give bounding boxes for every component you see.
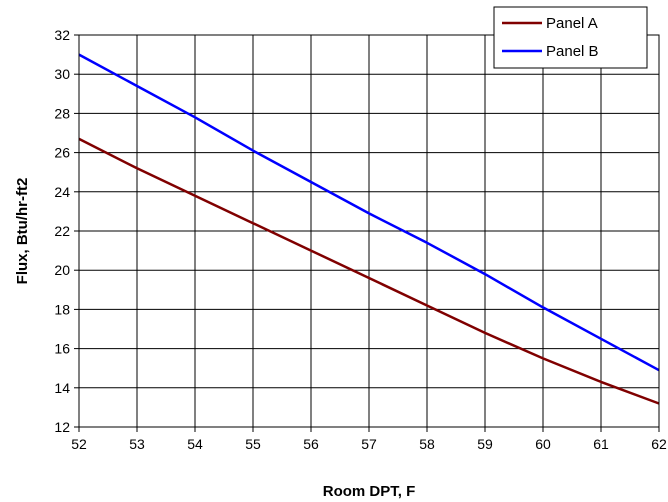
y-tick-label: 22 <box>54 223 70 239</box>
y-tick-label: 18 <box>54 301 70 317</box>
x-tick-label: 61 <box>593 436 609 452</box>
y-tick-label: 30 <box>54 66 70 82</box>
x-tick-label: 58 <box>419 436 435 452</box>
y-tick-label: 16 <box>54 341 70 357</box>
y-tick-label: 32 <box>54 27 70 43</box>
y-tick-label: 12 <box>54 419 70 435</box>
x-tick-label: 60 <box>535 436 551 452</box>
series-lines <box>78 53 660 405</box>
x-tick-label: 57 <box>361 436 377 452</box>
series-line-panel-b <box>78 53 660 372</box>
y-tick-label: 24 <box>54 184 70 200</box>
x-tick-label: 59 <box>477 436 493 452</box>
x-tick-label: 55 <box>245 436 261 452</box>
legend-label-panel-a: Panel A <box>546 15 598 32</box>
legend-box <box>493 6 648 69</box>
plot-border <box>78 34 660 428</box>
x-tick-label: 62 <box>651 436 667 452</box>
x-tick-label: 52 <box>71 436 87 452</box>
y-tick-labels: 12 14 16 18 20 22 24 26 28 30 32 <box>54 27 70 435</box>
legend-label-panel-b: Panel B <box>546 43 599 60</box>
y-tick-label: 26 <box>54 145 70 161</box>
y-axis-title: Flux, Btu/hr-ft2 <box>14 178 31 285</box>
x-tick-labels: 52 53 54 55 56 57 58 59 60 61 62 <box>71 436 667 452</box>
x-axis-title: Room DPT, F <box>323 483 416 500</box>
y-tick-label: 28 <box>54 105 70 121</box>
series-line-panel-a <box>78 137 660 405</box>
y-tick-label: 14 <box>54 380 70 396</box>
x-tick-label: 56 <box>303 436 319 452</box>
x-tick-label: 53 <box>129 436 145 452</box>
legend: Panel A Panel B <box>493 6 648 69</box>
x-tick-label: 54 <box>187 436 203 452</box>
y-tick-label: 20 <box>54 262 70 278</box>
